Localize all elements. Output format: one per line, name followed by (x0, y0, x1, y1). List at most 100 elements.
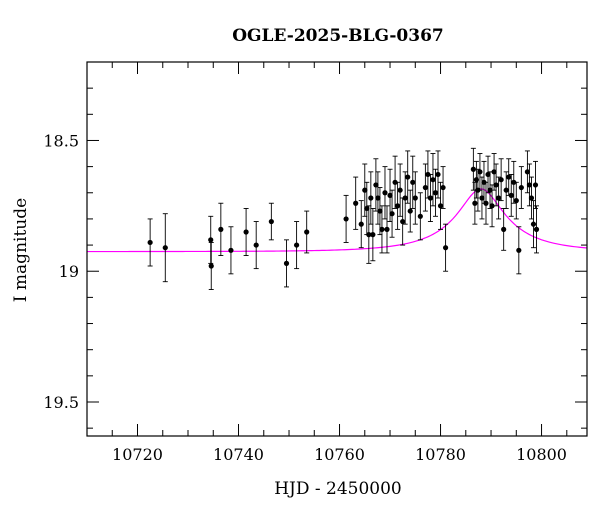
point-marker (410, 179, 416, 185)
data-point (498, 158, 504, 202)
point-marker (530, 221, 537, 227)
point-marker (472, 200, 478, 206)
y-tick-label: 18.5 (43, 131, 79, 150)
point-marker (516, 247, 522, 253)
data-point (430, 153, 436, 207)
point-marker (147, 239, 153, 246)
data-point (375, 171, 381, 225)
data-point (422, 163, 428, 212)
point-marker (253, 242, 259, 248)
model-curve (87, 188, 588, 253)
point-marker (498, 177, 504, 183)
data-point (243, 208, 249, 256)
point-marker (268, 218, 274, 225)
point-marker (489, 203, 495, 209)
point-marker (218, 226, 224, 232)
point-marker (228, 247, 234, 253)
data-point (147, 218, 153, 267)
point-marker (379, 226, 385, 232)
data-point (440, 166, 446, 209)
data-point (493, 163, 499, 207)
data-point (405, 150, 411, 204)
data-point (410, 155, 416, 209)
point-marker (358, 221, 364, 227)
data-point (427, 174, 434, 222)
point-marker (432, 190, 439, 196)
point-marker (402, 195, 408, 201)
point-marker (493, 182, 499, 188)
data-point (412, 171, 418, 225)
point-marker (487, 187, 493, 193)
point-marker (208, 237, 214, 243)
point-marker (496, 195, 502, 201)
point-marker (397, 187, 403, 193)
x-tick-label: 10740 (213, 445, 264, 464)
data-point (304, 210, 310, 254)
point-marker (384, 226, 390, 232)
model-curve-layer (87, 188, 588, 253)
data-point (432, 168, 439, 217)
point-marker (430, 177, 436, 183)
data-point (162, 213, 168, 283)
data-point (470, 147, 476, 191)
data-point (343, 194, 349, 243)
point-marker (470, 166, 476, 172)
chart-title: OGLE-2025-BLG-0367 (232, 26, 444, 46)
x-tick-label: 10800 (516, 445, 567, 464)
data-point (532, 160, 539, 209)
point-marker (370, 232, 376, 238)
y-axis-label: I magnitude (11, 198, 31, 302)
data-point (513, 181, 519, 220)
data-point (397, 163, 403, 217)
point-marker (483, 200, 489, 206)
point-marker (243, 229, 249, 235)
data-point (533, 205, 540, 254)
data-point (208, 215, 214, 264)
point-marker (293, 242, 300, 248)
x-tick-label: 10720 (112, 445, 163, 464)
point-marker (377, 208, 383, 214)
data-point (437, 181, 444, 230)
plot-frame (86, 61, 588, 437)
data-point (370, 208, 376, 262)
data-point (511, 160, 517, 204)
data-point (293, 221, 300, 270)
data-point (407, 189, 413, 233)
data-point (218, 202, 224, 256)
point-marker (479, 195, 485, 201)
point-marker (524, 169, 531, 175)
point-marker (162, 245, 168, 251)
point-marker (395, 203, 401, 209)
data-point (485, 155, 491, 194)
data-point (228, 226, 234, 275)
point-marker (362, 187, 368, 193)
data-point (483, 181, 489, 225)
point-marker (513, 198, 519, 204)
data-point (384, 205, 390, 254)
data-point (508, 174, 514, 217)
point-marker (412, 195, 418, 201)
point-marker (343, 216, 349, 222)
y-tick-label: 19 (59, 262, 79, 281)
data-point (353, 176, 359, 230)
point-marker (518, 184, 524, 191)
data-point (516, 226, 522, 275)
axes-frame-layer (86, 61, 588, 437)
data-point (402, 171, 408, 225)
tick-labels-layer: 10720 10740 10760 10780 10800 18.5 19 19.5 (43, 131, 567, 464)
point-marker (373, 182, 379, 188)
point-marker (405, 174, 411, 180)
data-point (379, 205, 385, 254)
y-tick-label: 19.5 (43, 393, 79, 412)
data-point (496, 176, 502, 220)
data-point (442, 223, 449, 272)
x-tick-label: 10780 (415, 445, 466, 464)
data-point (503, 171, 509, 209)
point-marker (389, 211, 395, 217)
point-marker (533, 226, 540, 232)
point-marker (353, 200, 359, 206)
point-marker (368, 195, 374, 201)
point-marker (375, 195, 381, 201)
x-axis-label: HJD - 2450000 (274, 479, 402, 499)
